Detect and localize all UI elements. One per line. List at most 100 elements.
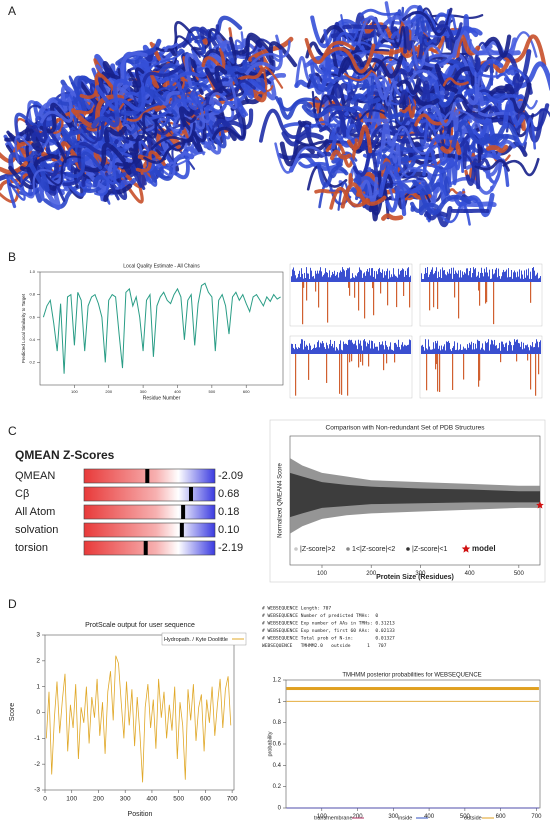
- mini-bar: [331, 275, 332, 282]
- helix: [451, 120, 497, 148]
- mini-bar: [473, 267, 474, 282]
- mini-bar: [354, 277, 355, 282]
- y-tick-label: 1: [36, 683, 40, 690]
- mini-bar: [459, 277, 460, 282]
- mini-bar: [392, 349, 393, 354]
- mini-bar: [386, 354, 388, 364]
- zscore-value: 0.68: [218, 488, 239, 500]
- mini-bar: [506, 269, 507, 282]
- mini-bar: [533, 267, 534, 282]
- helix: [321, 48, 332, 79]
- mini-bar: [393, 350, 394, 354]
- mini-bar: [354, 343, 355, 354]
- helix: [188, 26, 206, 54]
- panel-frame: [269, 419, 546, 583]
- mini-bar: [535, 275, 536, 282]
- mini-bar: [394, 274, 395, 282]
- mini-bar: [482, 343, 483, 354]
- helix: [46, 112, 79, 134]
- mini-bar: [445, 350, 446, 354]
- helix: [382, 77, 403, 107]
- x-tick-label: 500: [173, 795, 184, 802]
- mini-bar: [503, 344, 504, 354]
- mini-bar: [452, 278, 453, 282]
- zscore-bar: [83, 540, 216, 556]
- protein-structure: [259, 1, 550, 228]
- mini-bar: [538, 278, 539, 282]
- helix: [245, 49, 283, 76]
- mini-bar: [422, 278, 423, 282]
- mini-bar: [325, 348, 326, 354]
- mini-bar: [536, 339, 537, 354]
- helix: [477, 143, 483, 168]
- mini-bar: [478, 354, 480, 387]
- mini-bar: [317, 342, 318, 354]
- mini-bar: [426, 273, 427, 282]
- legend-marker: [294, 547, 298, 551]
- x-tick-label: 400: [174, 389, 181, 394]
- mini-bar: [295, 354, 297, 396]
- mini-bar: [520, 346, 521, 354]
- mini-bar: [485, 282, 487, 304]
- mini-bar: [303, 278, 304, 282]
- mini-bar: [321, 343, 322, 354]
- helix: [68, 75, 84, 106]
- mini-bar: [437, 278, 438, 282]
- mini-bar: [405, 345, 406, 354]
- helix: [381, 213, 404, 221]
- mini-bar: [296, 347, 297, 354]
- mini-bar: [372, 341, 373, 354]
- helix: [0, 160, 29, 187]
- mini-bar: [535, 354, 537, 396]
- mini-bar: [493, 344, 494, 354]
- mini-bar: [493, 282, 495, 325]
- helix: [419, 192, 472, 216]
- helix: [65, 151, 103, 178]
- helix: [201, 38, 208, 45]
- mini-bar: [395, 342, 396, 354]
- mini-bar: [440, 269, 441, 282]
- helix: [252, 66, 284, 95]
- mini-bar: [532, 268, 533, 282]
- mini-bar: [379, 267, 380, 282]
- mini-bar: [368, 343, 369, 354]
- mini-bar: [514, 270, 515, 282]
- mini-bar: [370, 348, 371, 354]
- mini-bar: [369, 268, 370, 282]
- helix: [83, 142, 126, 173]
- mini-bar: [426, 354, 428, 391]
- mini-bar: [302, 273, 303, 282]
- mini-bar: [334, 270, 335, 282]
- mini-bar: [381, 272, 382, 282]
- helix: [204, 65, 228, 94]
- mini-bar: [527, 344, 528, 354]
- mini-frame: [419, 335, 543, 399]
- mini-bar: [337, 272, 338, 282]
- mini-bar: [537, 272, 538, 282]
- mini-bar: [524, 270, 525, 282]
- helix: [203, 98, 223, 111]
- helix: [297, 120, 312, 128]
- y-axis-label: probability: [267, 731, 273, 756]
- helix: [380, 121, 398, 150]
- mini-bar: [314, 344, 315, 354]
- mini-bar: [516, 354, 518, 362]
- mini-bar: [492, 269, 493, 282]
- mini-bar: [444, 344, 445, 354]
- helix: [513, 99, 538, 110]
- summary-line: # WEBSEQUENCE Total prob of N-in: 0.0132…: [262, 636, 395, 642]
- helix: [127, 67, 145, 88]
- helix: [450, 109, 459, 132]
- helix: [120, 177, 137, 191]
- mini-bar: [533, 347, 534, 354]
- mini-bar: [339, 272, 340, 282]
- helix: [95, 51, 148, 88]
- mini-bar: [470, 344, 471, 354]
- x-tick-label: 500: [209, 389, 216, 394]
- mini-bar: [524, 348, 525, 354]
- mini-bar: [361, 270, 362, 282]
- mini-bar: [372, 282, 374, 289]
- helix: [200, 97, 205, 103]
- mini-bar: [498, 348, 499, 354]
- y-tick-label: 0.4: [273, 763, 282, 769]
